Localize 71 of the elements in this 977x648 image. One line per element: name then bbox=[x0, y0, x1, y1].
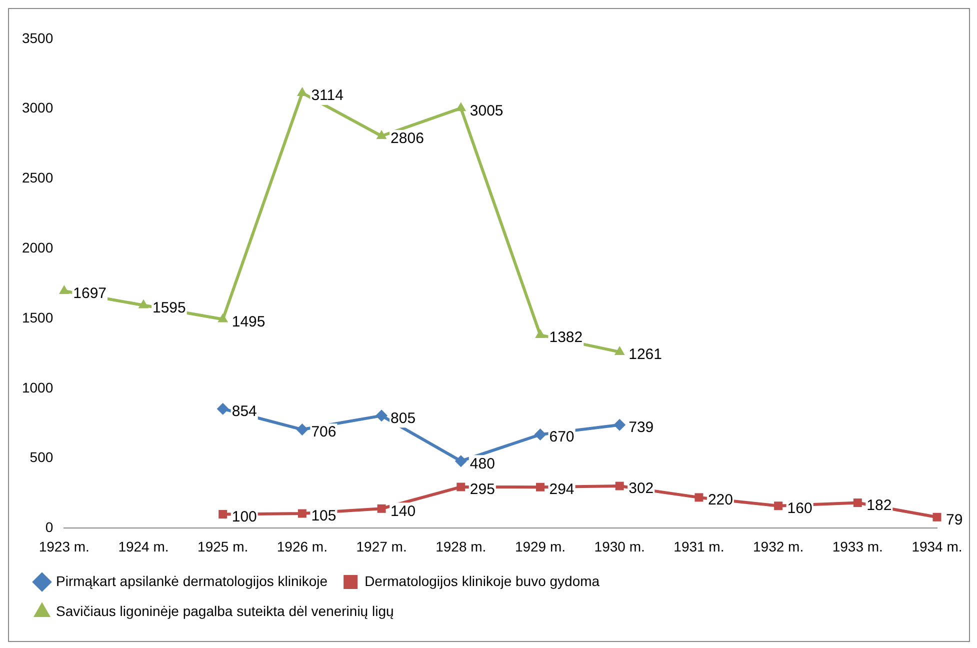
y-tick-label: 3500 bbox=[22, 30, 54, 46]
point bbox=[853, 498, 862, 508]
data-label: 854 bbox=[232, 402, 257, 420]
point bbox=[218, 313, 228, 322]
point bbox=[694, 493, 704, 502]
data-label: 105 bbox=[311, 508, 336, 525]
data-label: 480 bbox=[470, 455, 495, 472]
point bbox=[297, 86, 308, 96]
data-label: 706 bbox=[311, 424, 336, 441]
data-label: 100 bbox=[232, 508, 257, 526]
data-label: 670 bbox=[549, 428, 574, 446]
legend-label: Pirmąkart apsilankė dermatologijos klinikoje bbox=[56, 572, 328, 589]
y-tick-label: 0 bbox=[45, 519, 54, 536]
point bbox=[218, 510, 228, 518]
y-tick-label: 2500 bbox=[22, 170, 54, 186]
point bbox=[534, 428, 546, 441]
x-tick-label: 1923 m. bbox=[38, 538, 90, 554]
data-label: 1595 bbox=[152, 299, 186, 316]
y-tick-label: 3000 bbox=[22, 100, 54, 116]
point bbox=[615, 482, 624, 490]
point bbox=[456, 482, 466, 492]
legend-label: Dermatologijos klinikoje buvo gydoma bbox=[364, 572, 600, 589]
point bbox=[614, 418, 626, 431]
point bbox=[774, 502, 783, 510]
y-tick-label: 1500 bbox=[22, 309, 54, 326]
data-label: 294 bbox=[549, 481, 574, 498]
point bbox=[932, 512, 942, 522]
data-label: 182 bbox=[866, 496, 892, 514]
data-label: 3005 bbox=[470, 102, 504, 120]
y-tick-label: 500 bbox=[30, 449, 54, 466]
x-tick-label: 1931 m. bbox=[674, 538, 724, 554]
point bbox=[376, 410, 388, 422]
data-label: 302 bbox=[628, 480, 654, 498]
point bbox=[376, 130, 387, 139]
data-label: 739 bbox=[628, 419, 654, 436]
data-label: 805 bbox=[390, 410, 416, 427]
point bbox=[138, 299, 149, 308]
x-tick-label: 1933 m. bbox=[832, 538, 883, 554]
data-label: 220 bbox=[708, 492, 733, 509]
point bbox=[536, 482, 544, 492]
data-label: 2806 bbox=[390, 130, 424, 148]
y-tick-label: 1000 bbox=[22, 379, 54, 396]
point bbox=[298, 509, 306, 518]
point bbox=[58, 285, 70, 294]
data-label: 1382 bbox=[549, 329, 583, 346]
x-tick-label: 1925 m. bbox=[198, 538, 248, 554]
point bbox=[377, 504, 386, 513]
x-tick-label: 1930 m. bbox=[594, 538, 645, 554]
x-tick-label: 1929 m. bbox=[514, 538, 566, 554]
data-label: 140 bbox=[390, 502, 416, 520]
point bbox=[456, 102, 466, 112]
data-label: 160 bbox=[787, 500, 812, 517]
point bbox=[614, 346, 625, 355]
point bbox=[535, 329, 546, 338]
x-tick-label: 1926 m. bbox=[276, 538, 328, 554]
data-label: 1495 bbox=[232, 313, 266, 330]
data-label: 79 bbox=[946, 511, 963, 528]
x-tick-label: 1924 m. bbox=[118, 538, 169, 554]
x-tick-label: 1928 m. bbox=[436, 538, 486, 554]
x-tick-label: 1927 m. bbox=[356, 538, 407, 554]
point bbox=[216, 402, 229, 415]
data-label: 1261 bbox=[628, 346, 662, 364]
point bbox=[296, 424, 308, 436]
data-label: 3114 bbox=[311, 87, 344, 104]
point bbox=[454, 455, 467, 468]
data-label: 295 bbox=[470, 481, 495, 498]
data-label: 1697 bbox=[73, 285, 107, 302]
x-tick-label: 1934 m. bbox=[912, 538, 962, 554]
x-tick-label: 1932 m. bbox=[753, 538, 804, 554]
y-tick-label: 2000 bbox=[22, 240, 54, 256]
legend-label: Savičiaus ligoninėje pagalba suteikta dėl venerinių ligų bbox=[56, 602, 394, 619]
